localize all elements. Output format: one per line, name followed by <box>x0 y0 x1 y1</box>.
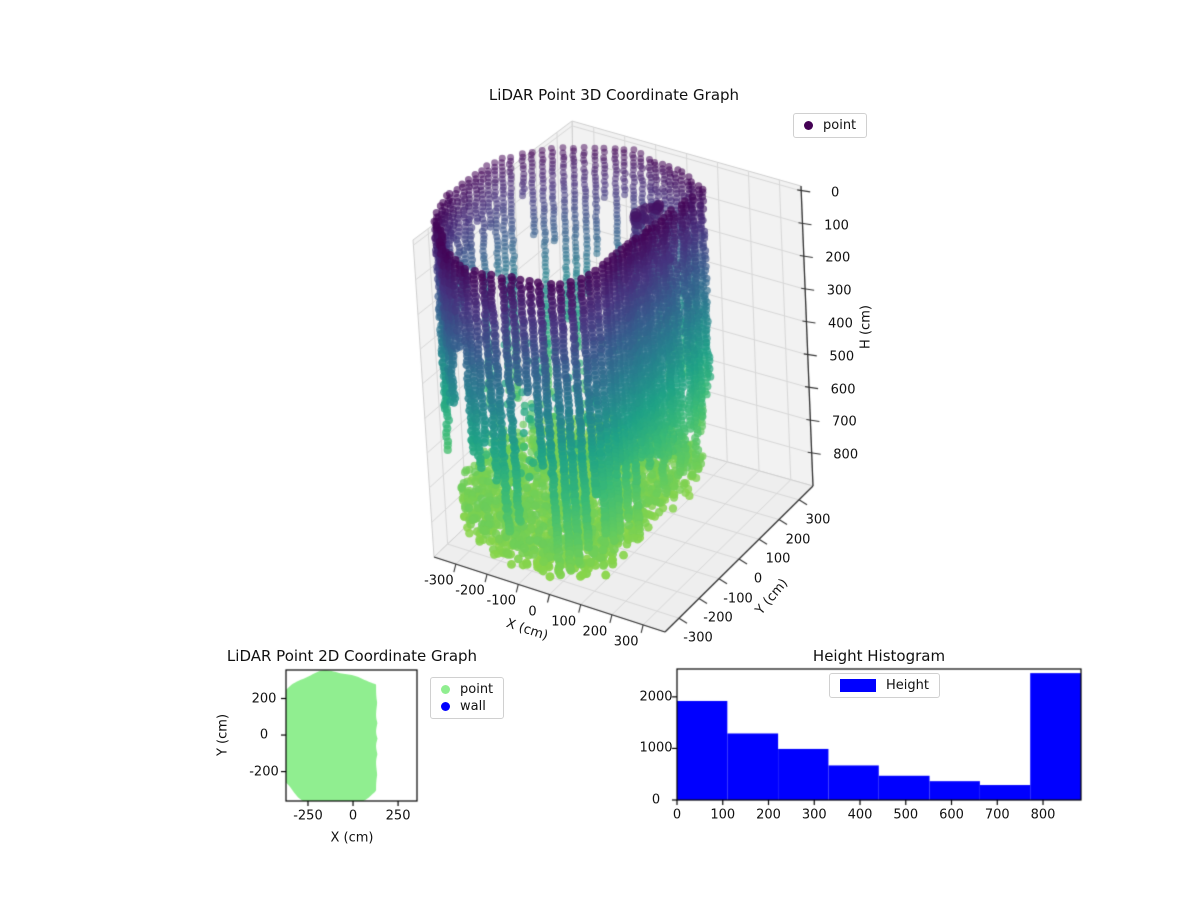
tick-label: -300 <box>683 630 713 646</box>
tick-label: 0 <box>528 604 537 619</box>
tick-label: -200 <box>249 764 279 780</box>
tick-label: -300 <box>424 573 454 589</box>
tick-label: 1000 <box>639 740 673 756</box>
plot2d-yaxis-label: Y (cm) <box>215 713 231 757</box>
tick-label: 800 <box>833 447 859 463</box>
plot3d-legend-label: point <box>823 118 857 133</box>
tick-label: 200 <box>756 807 781 823</box>
hist-legend: Height <box>829 673 940 698</box>
plot2d-title: LiDAR Point 2D Coordinate Graph <box>226 647 478 665</box>
tick-label: 300 <box>613 634 639 650</box>
tick-label: 100 <box>710 807 736 823</box>
tick-label: 0 <box>259 727 269 743</box>
tick-label: 600 <box>830 382 856 398</box>
tick-label: 700 <box>984 807 1010 823</box>
tick-label: 400 <box>828 316 853 332</box>
tick-label: 0 <box>348 808 358 824</box>
height-swatch-icon <box>840 679 876 692</box>
tick-label: -100 <box>486 593 517 609</box>
tick-label: -250 <box>293 808 323 824</box>
hist-legend-label: Height <box>886 678 929 693</box>
tick-label: 2000 <box>639 689 673 705</box>
tick-label: 200 <box>251 691 277 706</box>
tick-label: -200 <box>455 583 485 599</box>
tick-label: 800 <box>1030 807 1056 823</box>
plot2d-xaxis-label: X (cm) <box>330 830 374 846</box>
tick-label: 400 <box>847 807 873 823</box>
tick-label: 700 <box>831 414 857 430</box>
tick-label: 500 <box>829 349 855 365</box>
point-marker-icon <box>804 121 813 130</box>
tick-label: 600 <box>939 807 964 823</box>
tick-label: 0 <box>753 571 763 587</box>
plot2d-legend-label-wall: wall <box>460 699 486 714</box>
plot2d-legend-label-point: point <box>460 682 494 697</box>
tick-label: 0 <box>831 185 840 201</box>
wall-marker-icon <box>441 702 450 711</box>
tick-label: 100 <box>765 551 791 567</box>
plot2d-legend: point wall <box>430 677 505 719</box>
plot3d-title: LiDAR Point 3D Coordinate Graph <box>488 86 740 104</box>
tick-label: 500 <box>893 807 919 823</box>
tick-label: 300 <box>801 807 827 823</box>
tick-label: 100 <box>551 614 577 630</box>
tick-label: 200 <box>582 624 608 640</box>
hist-title: Height Histogram <box>812 647 946 665</box>
plot3d-zaxis-label: H (cm) <box>858 305 874 349</box>
tick-label: -200 <box>703 610 733 626</box>
plot3d-legend: point <box>793 113 868 138</box>
tick-label: -100 <box>723 591 753 607</box>
tick-label: 200 <box>825 250 851 266</box>
tick-label: 250 <box>385 808 411 824</box>
point-marker-icon <box>441 685 450 694</box>
tick-label: 300 <box>826 283 852 299</box>
tick-label: 0 <box>672 807 682 823</box>
tick-label: 300 <box>805 512 831 528</box>
tick-label: 200 <box>785 532 811 548</box>
tick-label: 0 <box>651 792 661 808</box>
tick-label: 100 <box>824 218 849 234</box>
